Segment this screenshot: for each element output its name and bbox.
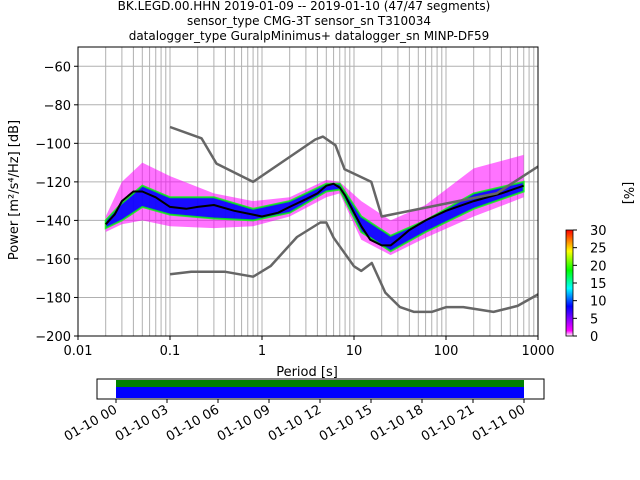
timeline-tick-label: 01-10 12 <box>266 402 324 444</box>
y-tick-label: −160 <box>35 253 71 268</box>
x-tick-label: 0.01 <box>64 344 93 359</box>
series-line-nlnm <box>169 221 538 314</box>
y-tick-label: −80 <box>44 99 71 114</box>
density-band-high <box>105 181 524 252</box>
y-tick-label: −100 <box>35 137 71 152</box>
timeline-tick-label: 01-10 18 <box>368 402 426 444</box>
x-tick-label: 0.1 <box>160 344 181 359</box>
timeline-tick-label: 01-10 00 <box>62 402 120 444</box>
colorbar-tick-label: 20 <box>590 259 607 274</box>
y-tick-label: −120 <box>35 176 71 191</box>
x-axis-label: Period [s] <box>276 365 338 380</box>
y-tick-label: −180 <box>35 291 71 306</box>
colorbar-tick-label: 15 <box>590 277 607 292</box>
timeline-tick-label: 01-11 00 <box>470 402 528 444</box>
series-line-mode <box>104 182 525 247</box>
colorbar-label: [%] <box>620 182 635 205</box>
colorbar-ticks: 0 5 10 15 20 25 30 <box>573 224 607 345</box>
timeline-tick-label: 01-10 06 <box>164 402 222 444</box>
series-line-nhnm <box>169 125 538 218</box>
colorbar-tick-label: 5 <box>590 312 598 327</box>
timeline-tick-label: 01-10 09 <box>215 402 273 444</box>
y-tick-label: −200 <box>35 330 71 345</box>
axis-ticks: 0.01 0.1 1 10 100 1000 −60 −80 −100 −120 −140 −160 −… <box>35 60 554 359</box>
y-tick-label: −60 <box>44 60 71 75</box>
density-bands <box>104 154 525 256</box>
chart-title-line1: BK.LEGD.00.HHN 2019-01-09 -- 2019-01-10 … <box>118 0 491 13</box>
series-lines <box>104 125 538 314</box>
plot-frame <box>77 46 539 337</box>
x-tick-label: 1000 <box>521 344 554 359</box>
colorbar-tick-label: 25 <box>590 242 607 257</box>
timeline-coverage-bar <box>116 387 524 398</box>
y-tick-label: −140 <box>35 214 71 229</box>
colorbar-tick-label: 10 <box>590 295 607 310</box>
y-axis-label: Power [m²/s⁴/Hz] [dB] <box>7 120 22 260</box>
colorbar-tick-label: 0 <box>590 330 598 345</box>
timeline-gap-bar <box>116 380 524 387</box>
density-band-high-edge <box>104 180 525 253</box>
chart-title-line3: datalogger_type GuralpMinimus+ datalogge… <box>129 29 490 43</box>
timeline-tick-label: 01-10 15 <box>317 402 375 444</box>
chart-title-line2: sensor_type CMG-3T sensor_sn T310034 <box>187 14 431 28</box>
x-tick-label: 10 <box>346 344 363 359</box>
x-tick-label: 1 <box>258 344 266 359</box>
timeline-tick-label: 01-10 03 <box>113 402 171 444</box>
colorbar-tick-label: 30 <box>590 224 607 239</box>
x-tick-label: 100 <box>434 344 459 359</box>
colorbar <box>565 229 574 337</box>
timeline-tick-label: 01-10 21 <box>419 402 477 444</box>
